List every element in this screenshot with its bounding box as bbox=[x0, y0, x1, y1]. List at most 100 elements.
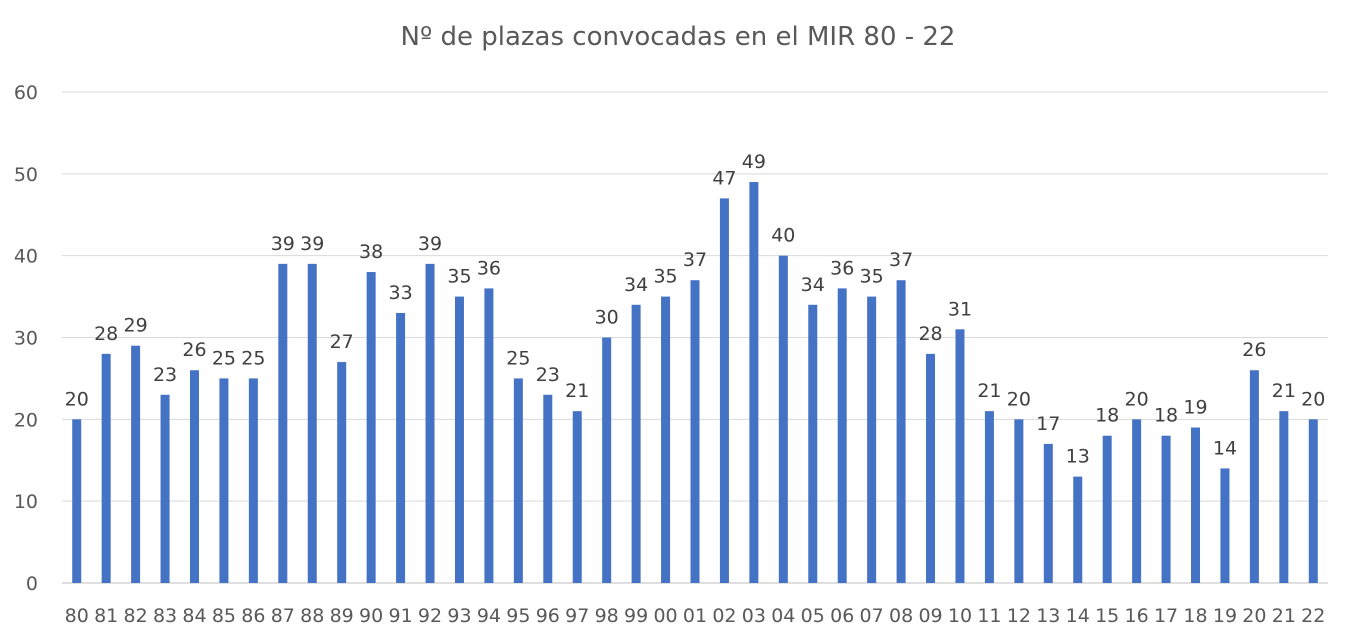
bar bbox=[72, 419, 82, 583]
x-tick-label: 02 bbox=[712, 605, 736, 627]
bar bbox=[1102, 435, 1112, 583]
data-label: 30 bbox=[595, 307, 619, 329]
data-label: 18 bbox=[1095, 405, 1119, 427]
bar bbox=[219, 378, 229, 583]
bar bbox=[160, 394, 170, 583]
x-tick-label: 21 bbox=[1272, 605, 1296, 627]
data-label: 26 bbox=[1242, 339, 1266, 361]
data-label: 13 bbox=[1066, 446, 1090, 468]
x-tick-label: 82 bbox=[124, 605, 148, 627]
data-label: 25 bbox=[241, 347, 265, 369]
data-label: 37 bbox=[889, 249, 913, 271]
x-tick-label: 03 bbox=[742, 605, 766, 627]
bar bbox=[749, 182, 759, 583]
bar bbox=[513, 378, 523, 583]
y-tick-label: 30 bbox=[14, 328, 38, 350]
x-tick-label: 93 bbox=[447, 605, 471, 627]
data-label: 26 bbox=[182, 339, 206, 361]
bar bbox=[425, 263, 435, 583]
data-label: 28 bbox=[94, 323, 118, 345]
x-tick-label: 80 bbox=[65, 605, 89, 627]
x-tick-label: 90 bbox=[359, 605, 383, 627]
data-label: 34 bbox=[624, 274, 648, 296]
data-label: 23 bbox=[536, 364, 560, 386]
data-label: 35 bbox=[860, 266, 884, 288]
bar bbox=[837, 288, 847, 583]
data-label: 14 bbox=[1213, 437, 1237, 459]
bar bbox=[896, 280, 906, 583]
x-tick-label: 18 bbox=[1183, 605, 1207, 627]
data-label: 36 bbox=[477, 257, 501, 279]
bar bbox=[484, 288, 494, 583]
data-label: 29 bbox=[124, 315, 148, 337]
x-tick-label: 85 bbox=[212, 605, 236, 627]
x-tick-label: 06 bbox=[830, 605, 854, 627]
y-tick-label: 10 bbox=[14, 491, 38, 513]
bar bbox=[1073, 476, 1083, 583]
x-tick-label: 97 bbox=[565, 605, 589, 627]
bar bbox=[366, 272, 376, 583]
x-tick-label: 83 bbox=[153, 605, 177, 627]
data-label: 21 bbox=[1272, 380, 1296, 402]
data-label: 49 bbox=[742, 151, 766, 173]
x-tick-label: 89 bbox=[330, 605, 354, 627]
data-label: 35 bbox=[447, 266, 471, 288]
bar bbox=[1308, 419, 1318, 583]
x-tick-label: 01 bbox=[683, 605, 707, 627]
bar bbox=[955, 329, 965, 583]
bar bbox=[543, 394, 553, 583]
data-label: 33 bbox=[388, 282, 412, 304]
x-tick-label: 19 bbox=[1213, 605, 1237, 627]
data-label: 20 bbox=[65, 388, 89, 410]
x-tick-label: 20 bbox=[1242, 605, 1266, 627]
x-tick-label: 12 bbox=[1007, 605, 1031, 627]
y-tick-label: 50 bbox=[14, 164, 38, 186]
bar bbox=[926, 353, 936, 583]
x-tick-label: 86 bbox=[241, 605, 265, 627]
bar bbox=[1220, 468, 1230, 583]
x-tick-label: 98 bbox=[595, 605, 619, 627]
data-label: 36 bbox=[830, 257, 854, 279]
data-label: 20 bbox=[1301, 388, 1325, 410]
bar bbox=[1014, 419, 1024, 583]
bar bbox=[131, 345, 141, 583]
data-label: 35 bbox=[653, 266, 677, 288]
x-tick-label: 09 bbox=[918, 605, 942, 627]
x-tick-label: 00 bbox=[653, 605, 677, 627]
x-tick-label: 84 bbox=[182, 605, 206, 627]
bar bbox=[189, 370, 199, 583]
data-label: 20 bbox=[1007, 388, 1031, 410]
data-label: 47 bbox=[712, 167, 736, 189]
x-tick-label: 11 bbox=[977, 605, 1001, 627]
data-label: 19 bbox=[1183, 397, 1207, 419]
bar bbox=[1249, 370, 1259, 583]
data-label: 37 bbox=[683, 249, 707, 271]
x-tick-label: 15 bbox=[1095, 605, 1119, 627]
data-label: 39 bbox=[418, 233, 442, 255]
x-tick-label: 88 bbox=[300, 605, 324, 627]
data-label: 34 bbox=[801, 274, 825, 296]
data-label: 39 bbox=[271, 233, 295, 255]
x-tick-label: 96 bbox=[536, 605, 560, 627]
bar bbox=[248, 378, 258, 583]
bar bbox=[101, 353, 111, 583]
x-tick-label: 99 bbox=[624, 605, 648, 627]
bar bbox=[867, 296, 877, 583]
bar bbox=[984, 411, 994, 583]
x-tick-label: 10 bbox=[948, 605, 972, 627]
data-label: 38 bbox=[359, 241, 383, 263]
data-label: 40 bbox=[771, 225, 795, 247]
data-label: 31 bbox=[948, 298, 972, 320]
x-tick-label: 91 bbox=[388, 605, 412, 627]
bar bbox=[1043, 443, 1053, 583]
bar bbox=[661, 296, 671, 583]
bar bbox=[1161, 435, 1171, 583]
x-tick-label: 05 bbox=[801, 605, 825, 627]
bar bbox=[778, 255, 788, 583]
bar bbox=[307, 263, 317, 583]
x-tick-label: 14 bbox=[1066, 605, 1090, 627]
y-tick-label: 0 bbox=[26, 573, 38, 595]
x-tick-label: 22 bbox=[1301, 605, 1325, 627]
data-label: 17 bbox=[1036, 413, 1060, 435]
x-tick-label: 08 bbox=[889, 605, 913, 627]
